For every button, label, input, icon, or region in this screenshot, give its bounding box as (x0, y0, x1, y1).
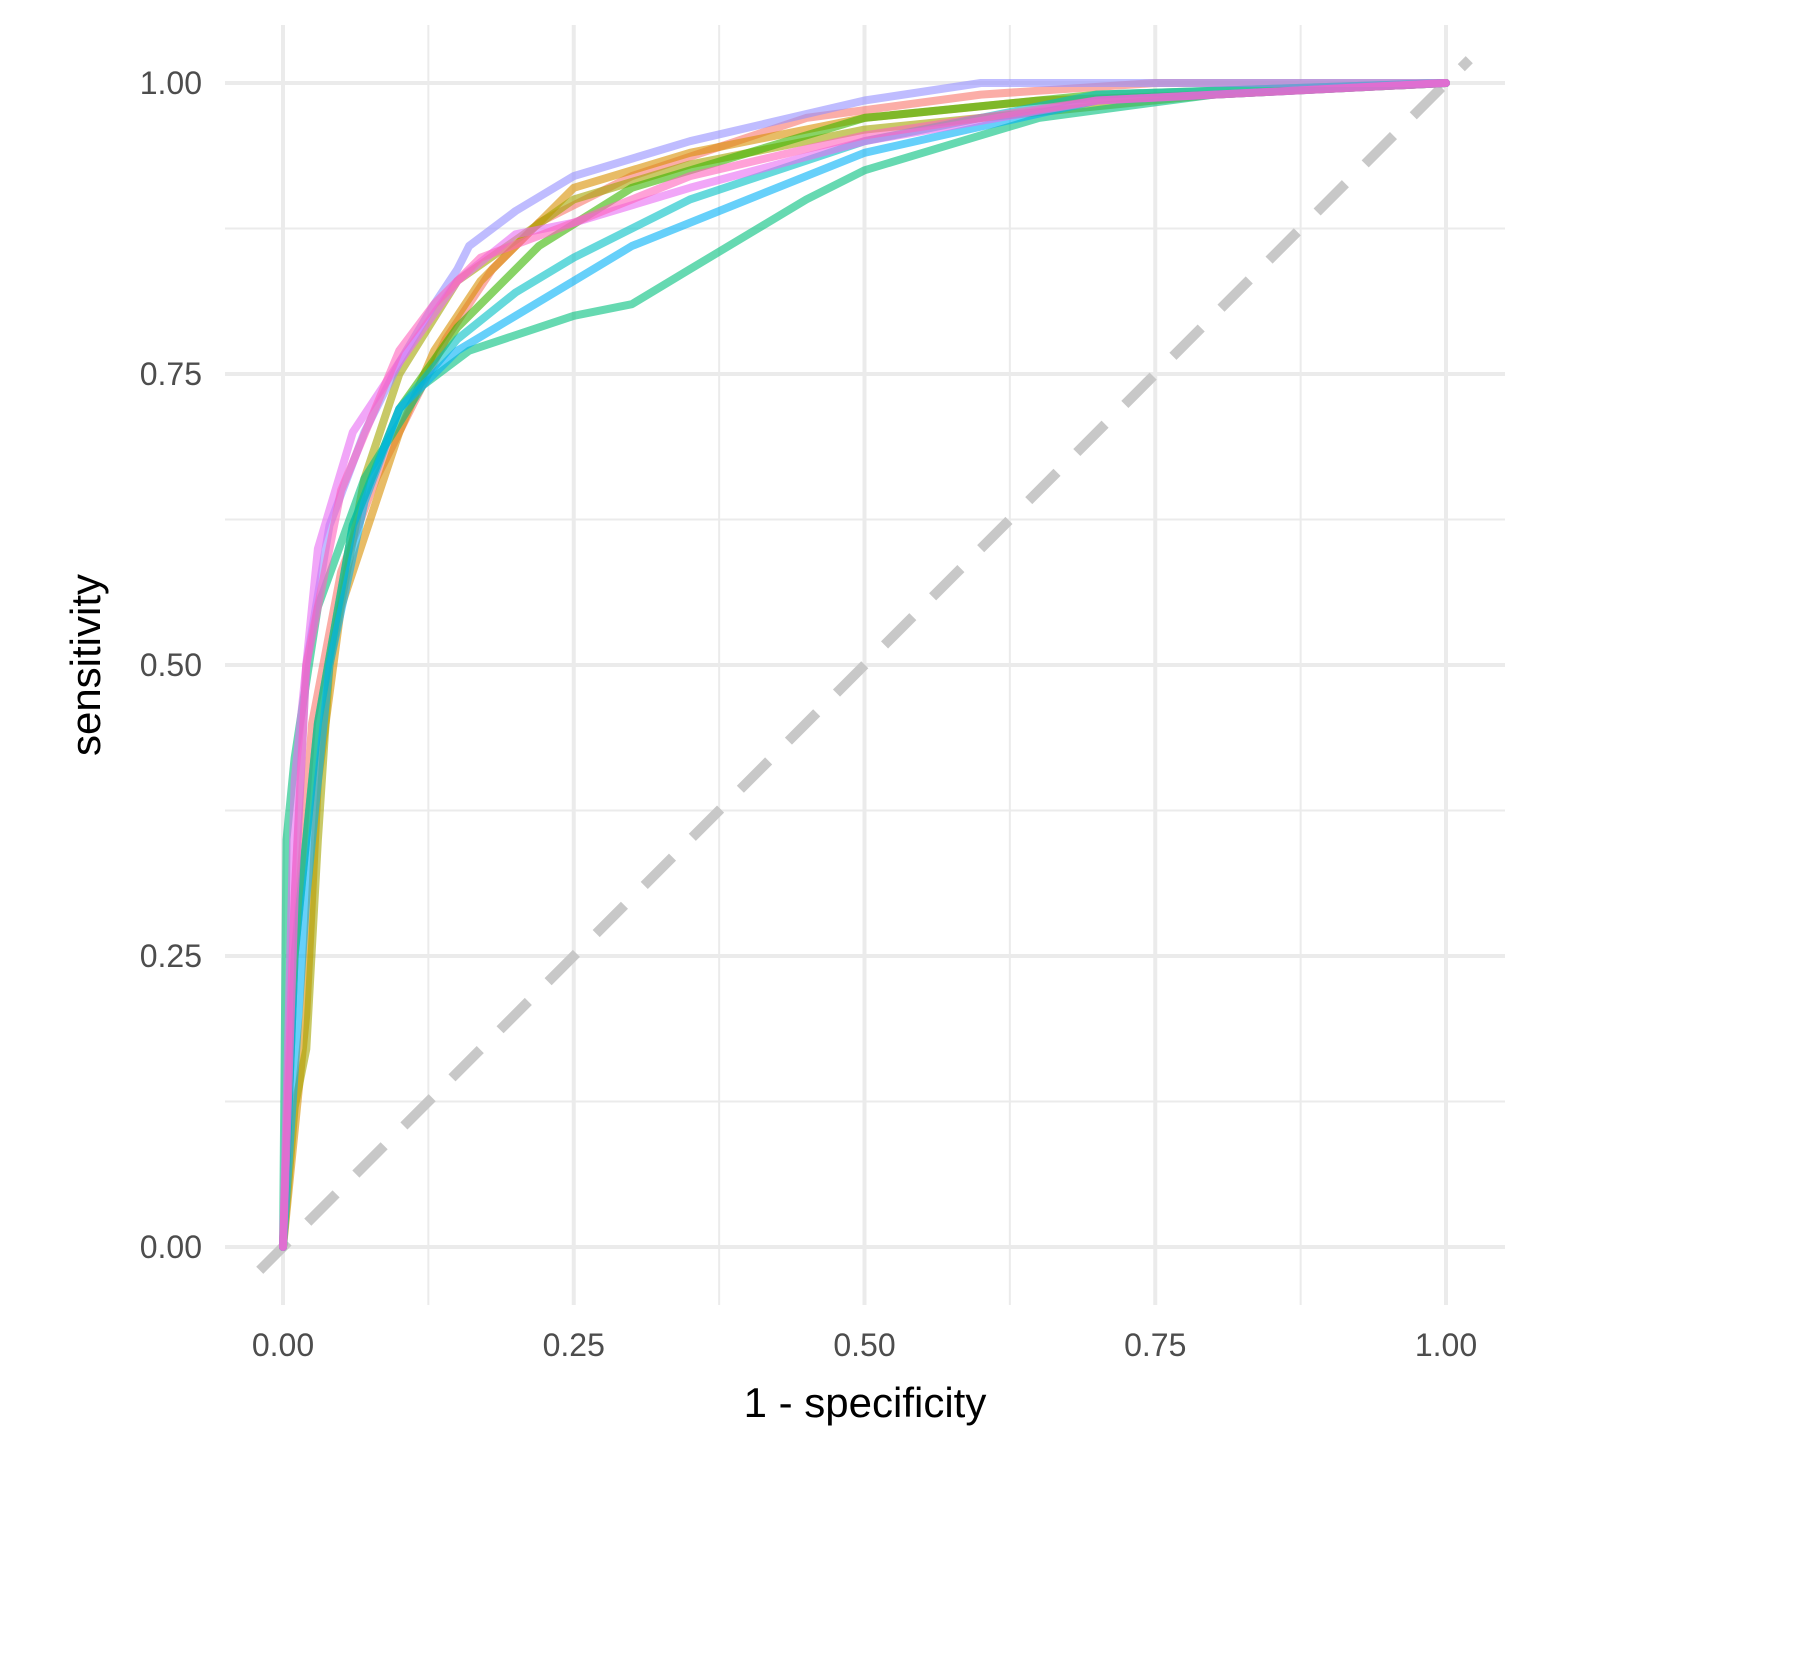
roc-curve (279, 79, 1450, 1251)
roc-curves (279, 79, 1450, 1251)
x-tick-label: 0.75 (1124, 1327, 1186, 1363)
diagonal-reference-line (256, 56, 1473, 1274)
grid (225, 25, 1505, 1305)
x-tick-labels: 0.00 0.25 0.50 0.75 1.00 (252, 1327, 1477, 1363)
y-tick-labels: 0.00 0.25 0.50 0.75 1.00 (140, 65, 202, 1265)
x-tick-label: 1.00 (1415, 1327, 1477, 1363)
roc-curve (279, 79, 1450, 1251)
roc-curve (279, 79, 1450, 1251)
x-tick-label: 0.25 (543, 1327, 605, 1363)
y-axis-title: sensitivity (62, 574, 109, 756)
x-axis-title: 1 - specificity (744, 1379, 987, 1426)
y-tick-label: 0.00 (140, 1229, 202, 1265)
reference-line (256, 56, 1473, 1274)
y-tick-label: 1.00 (140, 65, 202, 101)
y-tick-label: 0.75 (140, 356, 202, 392)
x-tick-label: 0.50 (833, 1327, 895, 1363)
x-tick-label: 0.00 (252, 1327, 314, 1363)
y-tick-label: 0.50 (140, 647, 202, 683)
y-tick-label: 0.25 (140, 938, 202, 974)
